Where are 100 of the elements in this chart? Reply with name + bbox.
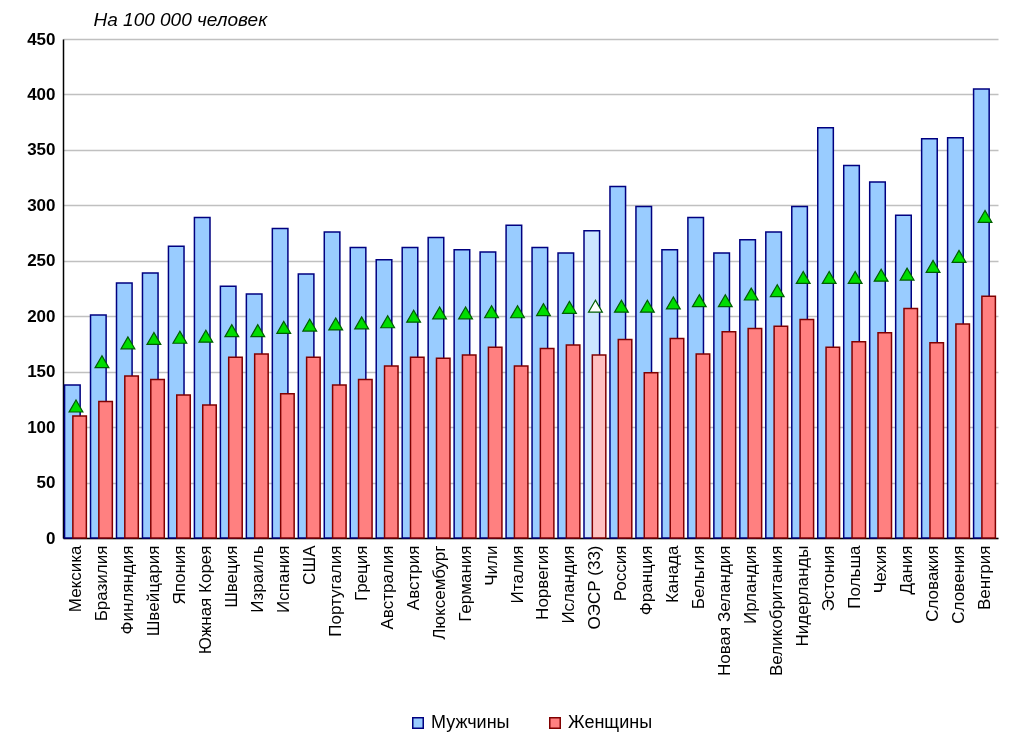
point bbox=[172, 330, 188, 344]
bar bbox=[279, 393, 295, 539]
x-tick-label: Нидерланды bbox=[793, 545, 813, 647]
point bbox=[354, 316, 370, 330]
x-tick-label: Португалия bbox=[325, 545, 345, 637]
x-tick-label: Россия bbox=[611, 545, 631, 602]
point bbox=[925, 259, 941, 273]
bar bbox=[305, 356, 321, 539]
point bbox=[380, 315, 396, 329]
point bbox=[120, 336, 136, 350]
point bbox=[587, 299, 603, 313]
x-tick-label: Германия bbox=[455, 545, 475, 622]
point bbox=[795, 270, 811, 284]
bar bbox=[799, 318, 815, 539]
x-tick-label: Бельгия bbox=[689, 545, 709, 610]
bar bbox=[643, 372, 659, 539]
x-tick-label: Швеция bbox=[221, 545, 241, 608]
point bbox=[613, 299, 629, 313]
y-tick-label: 0 bbox=[46, 528, 56, 548]
point bbox=[561, 300, 577, 314]
point bbox=[899, 267, 915, 281]
bar bbox=[825, 346, 841, 539]
x-tick-label: Израиль bbox=[247, 545, 267, 613]
bar bbox=[565, 344, 581, 539]
x-tick-label: Чехия bbox=[871, 545, 891, 594]
x-tick-label: Швейцария bbox=[143, 545, 163, 637]
point bbox=[458, 306, 474, 320]
x-tick-label: Исландия bbox=[559, 545, 579, 624]
bar bbox=[955, 323, 971, 539]
x-tick-label: США bbox=[299, 544, 319, 585]
point bbox=[951, 249, 967, 263]
point bbox=[717, 294, 733, 308]
y-tick-label: 400 bbox=[27, 84, 56, 104]
bar bbox=[383, 365, 399, 539]
bar bbox=[487, 346, 503, 539]
point bbox=[639, 299, 655, 313]
point bbox=[977, 209, 993, 223]
bar bbox=[150, 378, 166, 539]
y-tick-label: 150 bbox=[27, 362, 56, 382]
bar bbox=[124, 375, 140, 539]
point bbox=[535, 303, 551, 317]
bar bbox=[851, 340, 867, 539]
y-tick-label: 50 bbox=[36, 473, 56, 493]
point bbox=[743, 287, 759, 301]
bar bbox=[461, 354, 477, 539]
x-tick-label: Великобритания bbox=[767, 545, 787, 677]
bar bbox=[72, 415, 88, 539]
point bbox=[769, 284, 785, 298]
x-tick-label: Люксембург bbox=[429, 545, 449, 640]
x-tick-label: Австралия bbox=[377, 545, 397, 630]
point bbox=[873, 268, 889, 282]
point bbox=[847, 270, 863, 284]
point bbox=[276, 320, 292, 334]
bar bbox=[721, 331, 737, 539]
bar bbox=[227, 356, 243, 539]
point bbox=[665, 296, 681, 310]
bar bbox=[176, 394, 192, 539]
x-tick-label: Испания bbox=[273, 545, 293, 613]
bar bbox=[877, 332, 893, 539]
point bbox=[432, 306, 448, 320]
y-axis-title: На 100 000 человек bbox=[93, 8, 269, 30]
y-tick-label: 450 bbox=[27, 29, 56, 49]
x-tick-label: Норвегия bbox=[533, 545, 553, 620]
bar bbox=[981, 295, 997, 539]
x-tick-label: Ирландия bbox=[741, 545, 761, 624]
bar bbox=[331, 384, 347, 539]
x-tick-label: Бразилия bbox=[91, 545, 111, 622]
point bbox=[94, 355, 110, 369]
x-tick-label: Канада bbox=[663, 544, 683, 604]
point bbox=[821, 270, 837, 284]
bar bbox=[669, 337, 685, 539]
bar bbox=[695, 353, 711, 539]
x-tick-label: Южная Корея bbox=[195, 545, 215, 655]
x-tick-label: Чили bbox=[481, 545, 501, 586]
y-tick-label: 250 bbox=[27, 251, 56, 271]
x-tick-label: Новая Зеландия bbox=[715, 545, 735, 676]
x-tick-label: Словакия bbox=[923, 545, 943, 622]
y-tick-label: 100 bbox=[27, 417, 56, 437]
x-tick-label: Япония bbox=[169, 545, 189, 605]
point bbox=[328, 317, 344, 331]
x-tick-label: Австрия bbox=[403, 545, 423, 611]
bar bbox=[773, 325, 789, 539]
point bbox=[302, 318, 318, 332]
x-tick-label: Финляндия bbox=[117, 545, 137, 635]
bar bbox=[409, 356, 425, 539]
legend-label: Женщины bbox=[568, 712, 653, 732]
y-tick-label: 300 bbox=[27, 195, 56, 215]
bar bbox=[747, 327, 763, 539]
bar bbox=[539, 347, 555, 539]
bar bbox=[591, 354, 607, 539]
bar bbox=[435, 357, 451, 539]
point bbox=[484, 305, 500, 319]
x-tick-label: Эстония bbox=[819, 545, 839, 612]
bar bbox=[513, 365, 529, 539]
x-tick-label: Франция bbox=[637, 545, 657, 616]
x-tick-label: Греция bbox=[351, 545, 371, 602]
bar bbox=[617, 338, 633, 539]
point bbox=[68, 399, 84, 413]
x-tick-label: Мексика bbox=[65, 544, 85, 613]
point bbox=[406, 309, 422, 323]
